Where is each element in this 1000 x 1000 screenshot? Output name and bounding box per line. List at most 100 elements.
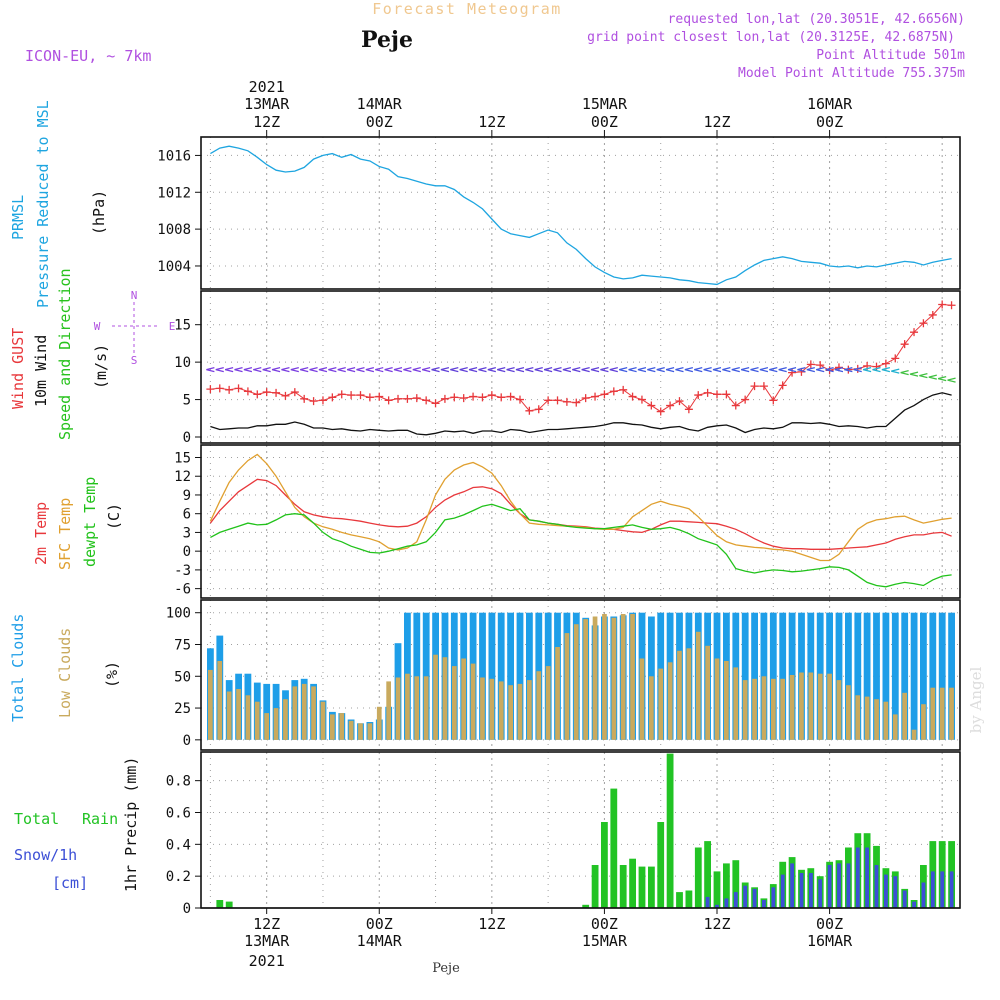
low-cloud-bar <box>573 624 579 740</box>
low-cloud-bar <box>921 704 926 740</box>
snow-bar <box>818 879 823 908</box>
low-cloud-bar <box>264 713 269 740</box>
y-tick-label: 50 <box>174 669 191 685</box>
wind-direction-arrow <box>553 367 562 373</box>
wind-direction-arrow <box>722 367 731 373</box>
low-cloud-bar <box>686 648 692 740</box>
wind-direction-arrow <box>234 367 243 373</box>
low-cloud-bar <box>405 673 410 740</box>
panel-pressure: 1004 1008 1012 1016 <box>157 136 961 290</box>
low-cloud-bar <box>789 675 795 740</box>
snow-bar <box>743 885 748 908</box>
panel-wind: 0 5 10 15 <box>174 290 961 446</box>
low-cloud-bar <box>292 686 298 740</box>
rain-bar <box>732 860 740 908</box>
wind-direction-arrow <box>909 371 919 377</box>
wind-direction-arrow <box>206 367 215 373</box>
bottom-axis-date: 14MAR <box>357 932 403 950</box>
wind-direction-arrow <box>393 367 403 373</box>
low-cloud-bar <box>414 676 420 740</box>
snow-bar <box>827 865 832 908</box>
low-cloud-bar <box>433 654 438 740</box>
wind-direction-arrow <box>844 367 853 373</box>
wind-direction-arrow <box>271 367 281 373</box>
wind-direction-arrow <box>609 367 618 373</box>
y-tick-label: 3 <box>183 525 191 541</box>
total-cloud-bar <box>873 612 880 740</box>
low-cloud-bar <box>939 687 945 740</box>
low-cloud-bar <box>348 720 354 740</box>
y-tick-label: 0.2 <box>166 869 191 885</box>
y-tick-label: 0 <box>183 430 191 446</box>
low-cloud-bar <box>855 695 861 740</box>
wind-direction-arrow <box>450 367 459 373</box>
rain-bar <box>666 753 674 908</box>
wind-direction-arrow <box>919 373 928 379</box>
top-axis-year: 2021 <box>249 78 285 96</box>
total-cloud-bar <box>854 612 862 740</box>
wind-direction-arrow <box>431 367 440 373</box>
low-cloud-bar <box>752 678 757 740</box>
wind-direction-arrow <box>872 367 881 373</box>
wind-direction-arrow <box>290 367 299 373</box>
total-cloud-bar <box>413 612 421 740</box>
low-cloud-bar <box>461 658 466 740</box>
wind-direction-arrow <box>759 367 769 373</box>
wind-direction-arrow <box>825 367 834 373</box>
low-clouds-label: Low Clouds <box>56 628 74 718</box>
y-tick-label: 12 <box>174 469 191 485</box>
compass-rose: N S W E <box>94 289 176 367</box>
total-cloud-bar <box>901 612 909 740</box>
y-tick-label: 0 <box>183 733 191 749</box>
wind-direction-arrow <box>712 367 722 373</box>
temp-series-1-line <box>209 453 952 562</box>
low-cloud-bar <box>527 680 532 740</box>
low-cloud-bar <box>330 714 335 740</box>
wind-direction-arrow <box>468 367 478 373</box>
panel-frame <box>200 290 961 444</box>
y-tick-label: -6 <box>174 582 191 598</box>
wind-direction-arrow <box>422 367 431 373</box>
wind-series-1-line <box>210 392 952 436</box>
compass-n: N <box>131 289 138 302</box>
header-layer: Forecast Meteogram Peje ICON-EU, ~ 7km r… <box>25 0 985 976</box>
low-cloud-bar <box>705 645 710 740</box>
low-cloud-bar <box>470 663 476 740</box>
low-cloud-bar <box>320 701 326 740</box>
wind-direction-arrow <box>337 367 346 373</box>
wind-direction-arrow <box>497 367 506 373</box>
wind-direction-arrow <box>881 367 891 373</box>
low-cloud-bar <box>799 672 804 740</box>
temp-series-2-line <box>210 503 952 588</box>
left-labels: PRMSL Pressure Reduced to MSL (hPa) Wind GU… <box>9 100 140 892</box>
total-clouds-label: Total Clouds <box>9 614 27 722</box>
low-cloud-bar <box>771 678 776 740</box>
bottom-axis-date: 13MAR <box>244 932 290 950</box>
top-axis-hour: 12Z <box>703 113 730 131</box>
low-cloud-bar <box>649 676 654 740</box>
snow-bar <box>762 900 766 908</box>
low-cloud-bar <box>489 678 495 740</box>
total-cloud-bar <box>882 612 890 740</box>
low-cloud-bar <box>236 689 241 740</box>
low-cloud-bar <box>386 681 391 740</box>
credit-watermark: by Angel <box>967 666 985 733</box>
low-cloud-bar <box>498 681 504 740</box>
low-cloud-bar <box>827 673 832 740</box>
precip-snow-unit: [cm] <box>52 874 88 892</box>
rain-bar <box>685 890 693 908</box>
total-cloud-bar <box>497 612 505 740</box>
low-cloud-bar <box>864 696 870 740</box>
temp-dewpt-label: dewpt Temp <box>81 477 99 567</box>
wind-direction-arrow <box>412 367 421 373</box>
low-cloud-bar <box>508 685 513 740</box>
snow-bar <box>733 892 738 908</box>
point-altitude: Point Altitude 501m <box>816 48 965 63</box>
low-cloud-bar <box>808 672 814 740</box>
wind-direction-arrow <box>328 367 337 373</box>
wind-direction-arrow <box>243 367 253 373</box>
snow-bar <box>855 847 860 908</box>
wind-gust-label: Wind GUST <box>9 328 27 409</box>
wind-direction-arrow <box>478 367 487 373</box>
wind-direction-arrow <box>637 367 647 373</box>
